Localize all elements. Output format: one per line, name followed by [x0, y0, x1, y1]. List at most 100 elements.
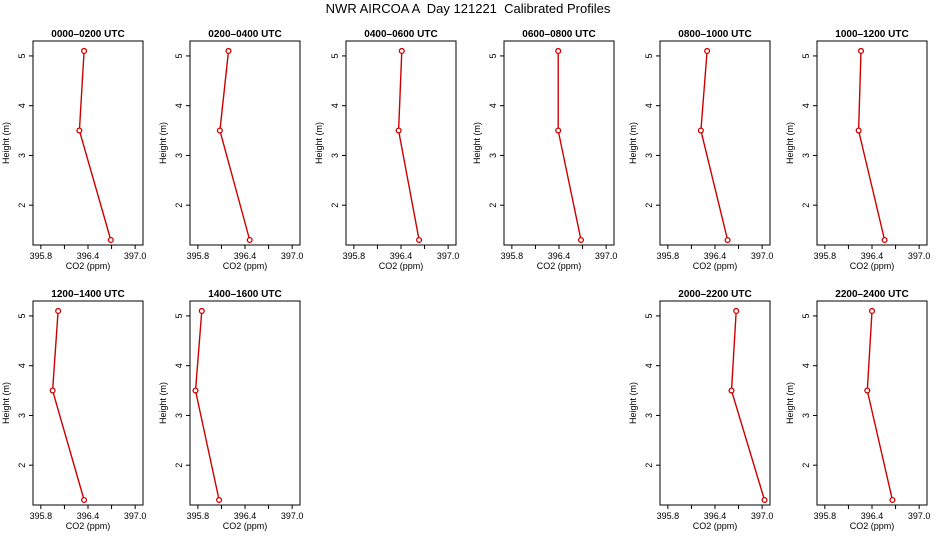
y-tick-label: 3 [17, 413, 27, 418]
y-axis-label: Height (m) [314, 122, 324, 164]
x-tick-label: 396.4 [234, 511, 257, 521]
data-point [555, 127, 562, 134]
panel-title: 0800–1000 UTC [678, 29, 751, 40]
y-axis-label: Height (m) [1, 382, 11, 424]
figure-title: NWR AIRCOA A Day 121221 Calibrated Profi… [325, 1, 611, 16]
plot-frame [659, 300, 771, 506]
y-tick-label: 4 [801, 103, 811, 108]
y-tick-label: 3 [801, 153, 811, 158]
data-point [55, 307, 62, 315]
y-axis-label: Height (m) [158, 122, 168, 164]
y-tick-label: 4 [488, 103, 498, 108]
x-axis-label: CO2 (ppm) [379, 261, 424, 271]
y-axis-label: Height (m) [158, 382, 168, 424]
panel-title: 1200–1400 UTC [51, 289, 124, 300]
y-tick-label: 2 [174, 463, 184, 468]
data-point [49, 387, 56, 394]
x-tick-label: 397.0 [595, 251, 618, 261]
plot-frame [816, 300, 928, 506]
x-axis-label: CO2 (ppm) [66, 521, 111, 531]
panel-title: 0000–0200 UTC [51, 29, 124, 40]
y-tick-label: 4 [174, 103, 184, 108]
y-tick-label: 3 [644, 413, 654, 418]
y-axis-label: Height (m) [1, 122, 11, 164]
data-point [857, 47, 865, 55]
data-point [555, 47, 562, 55]
profile-panel-8: 1400–1600 UTC 395.8 396.4 397.0 2 3 4 5 CO2 (ppm… [158, 289, 303, 531]
x-tick-label: 397.0 [751, 511, 774, 521]
x-tick-label: 395.8 [814, 511, 837, 521]
y-tick-label: 5 [644, 53, 654, 58]
plot-frame [32, 300, 144, 506]
x-axis-label: CO2 (ppm) [850, 261, 895, 271]
x-axis-label: CO2 (ppm) [850, 521, 895, 531]
y-tick-label: 3 [801, 413, 811, 418]
x-tick-label: 397.0 [751, 251, 774, 261]
x-tick-label: 396.4 [704, 251, 727, 261]
plot-frame [189, 300, 301, 506]
x-tick-label: 397.0 [437, 251, 460, 261]
x-tick-label: 397.0 [281, 251, 304, 261]
data-point [724, 236, 731, 244]
x-tick-label: 396.4 [548, 251, 571, 261]
data-point [246, 236, 253, 244]
y-tick-label: 5 [17, 313, 27, 318]
data-point [864, 387, 871, 394]
y-tick-label: 4 [17, 363, 27, 368]
x-axis-label: CO2 (ppm) [693, 261, 738, 271]
profile-panel-2: 0200–0400 UTC 395.8 396.4 397.0 2 3 4 5 CO2 (ppm… [158, 29, 303, 271]
x-tick-label: 397.0 [281, 511, 304, 521]
x-tick-label: 395.8 [501, 251, 524, 261]
y-tick-label: 2 [17, 203, 27, 208]
plot-frame [503, 40, 615, 246]
y-tick-label: 3 [174, 153, 184, 158]
profile-panel-5: 0800–1000 UTC 395.8 396.4 397.0 2 3 4 5 CO2 (ppm… [628, 29, 773, 271]
panel-title: 0600–0800 UTC [522, 29, 595, 40]
data-point [704, 47, 711, 55]
x-axis-label: CO2 (ppm) [66, 261, 111, 271]
x-tick-label: 395.8 [187, 251, 210, 261]
y-tick-label: 5 [174, 53, 184, 58]
x-axis-label: CO2 (ppm) [223, 521, 268, 531]
plot-frame [189, 40, 301, 246]
panel-title: 0400–0600 UTC [364, 29, 437, 40]
y-tick-label: 2 [174, 203, 184, 208]
y-tick-label: 3 [174, 413, 184, 418]
data-point [889, 496, 896, 504]
x-axis-label: CO2 (ppm) [693, 521, 738, 531]
y-tick-label: 2 [644, 203, 654, 208]
data-point [225, 47, 232, 55]
panel-title: 2200–2400 UTC [835, 289, 908, 300]
panel-title: 2000–2200 UTC [678, 289, 751, 300]
y-axis-label: Height (m) [785, 122, 795, 164]
plot-frame [32, 40, 144, 246]
y-tick-label: 3 [644, 153, 654, 158]
profile-panel-1: 0000–0200 UTC 395.8 396.4 397.0 2 3 4 5 CO2 (ppm… [1, 29, 146, 271]
data-point [697, 127, 704, 134]
data-point [733, 307, 740, 315]
series-line [397, 50, 420, 241]
series-line [866, 310, 894, 501]
data-point [192, 387, 199, 394]
y-tick-label: 3 [330, 153, 340, 158]
x-tick-label: 395.8 [30, 511, 53, 521]
series-line [194, 310, 220, 501]
y-tick-label: 5 [174, 313, 184, 318]
y-tick-label: 2 [801, 203, 811, 208]
x-tick-label: 395.8 [657, 511, 680, 521]
x-tick-label: 396.4 [77, 251, 100, 261]
x-tick-label: 397.0 [124, 251, 147, 261]
series-line [700, 50, 729, 241]
x-tick-label: 396.4 [77, 511, 100, 521]
y-tick-label: 2 [801, 463, 811, 468]
y-tick-label: 5 [801, 313, 811, 318]
x-axis-label: CO2 (ppm) [223, 261, 268, 271]
y-axis-label: Height (m) [472, 122, 482, 164]
x-tick-label: 395.8 [30, 251, 53, 261]
y-tick-label: 2 [330, 203, 340, 208]
data-point [81, 47, 88, 55]
series-line [857, 50, 886, 241]
x-tick-label: 396.4 [704, 511, 727, 521]
data-point [81, 496, 88, 504]
